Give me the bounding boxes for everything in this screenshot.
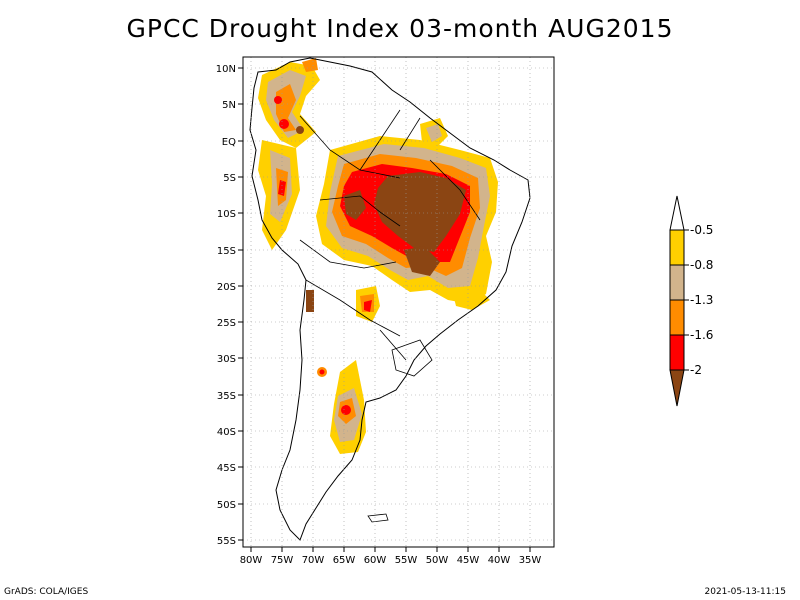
legend-swatch xyxy=(669,229,685,266)
lat-label: 5N xyxy=(222,100,236,111)
lat-label: 55S xyxy=(217,536,236,547)
color-legend: -0.5 -0.8 -1.3 -1.6 -2 xyxy=(669,195,713,407)
drought-shading xyxy=(258,58,498,454)
lon-label: 70W xyxy=(302,555,325,566)
legend-swatch xyxy=(669,369,685,407)
lat-label: 10N xyxy=(216,64,236,75)
coastline xyxy=(249,57,531,541)
lat-label: 15S xyxy=(217,246,236,257)
legend-swatch xyxy=(669,334,685,371)
lat-label: 10S xyxy=(217,209,236,220)
lon-label: 35W xyxy=(519,555,542,566)
lon-label: 45W xyxy=(457,555,480,566)
map-grid xyxy=(243,57,554,547)
lon-label: 65W xyxy=(333,555,356,566)
lat-label: 35S xyxy=(217,391,236,402)
legend-label: -1.6 xyxy=(690,328,713,342)
lon-label: 40W xyxy=(488,555,511,566)
lon-label: 60W xyxy=(364,555,387,566)
legend-label: -0.8 xyxy=(690,258,713,272)
legend-swatch xyxy=(669,264,685,301)
lat-label: EQ xyxy=(222,137,236,148)
legend-label: -0.5 xyxy=(690,223,713,237)
lon-label: 75W xyxy=(271,555,294,566)
lon-label: 50W xyxy=(426,555,449,566)
legend-swatch xyxy=(669,299,685,336)
legend-swatch xyxy=(669,195,685,231)
footer-timestamp: 2021-05-13-11:15 xyxy=(704,587,787,597)
lon-label: 80W xyxy=(240,555,263,566)
lat-label: 40S xyxy=(217,427,236,438)
lon-label: 55W xyxy=(395,555,418,566)
map-frame xyxy=(242,56,555,548)
map-title: GPCC Drought Index 03-month AUG2015 xyxy=(126,14,674,43)
footer-credit: GrADS: COLA/IGES xyxy=(4,587,89,597)
lat-label: 50S xyxy=(217,500,236,511)
lat-label: 45S xyxy=(217,463,236,474)
country-borders xyxy=(299,109,481,361)
legend-label: -1.3 xyxy=(690,293,713,307)
legend-label: -2 xyxy=(690,363,702,377)
lat-label: 5S xyxy=(223,173,236,184)
lat-label: 30S xyxy=(217,354,236,365)
lat-label: 20S xyxy=(217,282,236,293)
lat-label: 25S xyxy=(217,318,236,329)
